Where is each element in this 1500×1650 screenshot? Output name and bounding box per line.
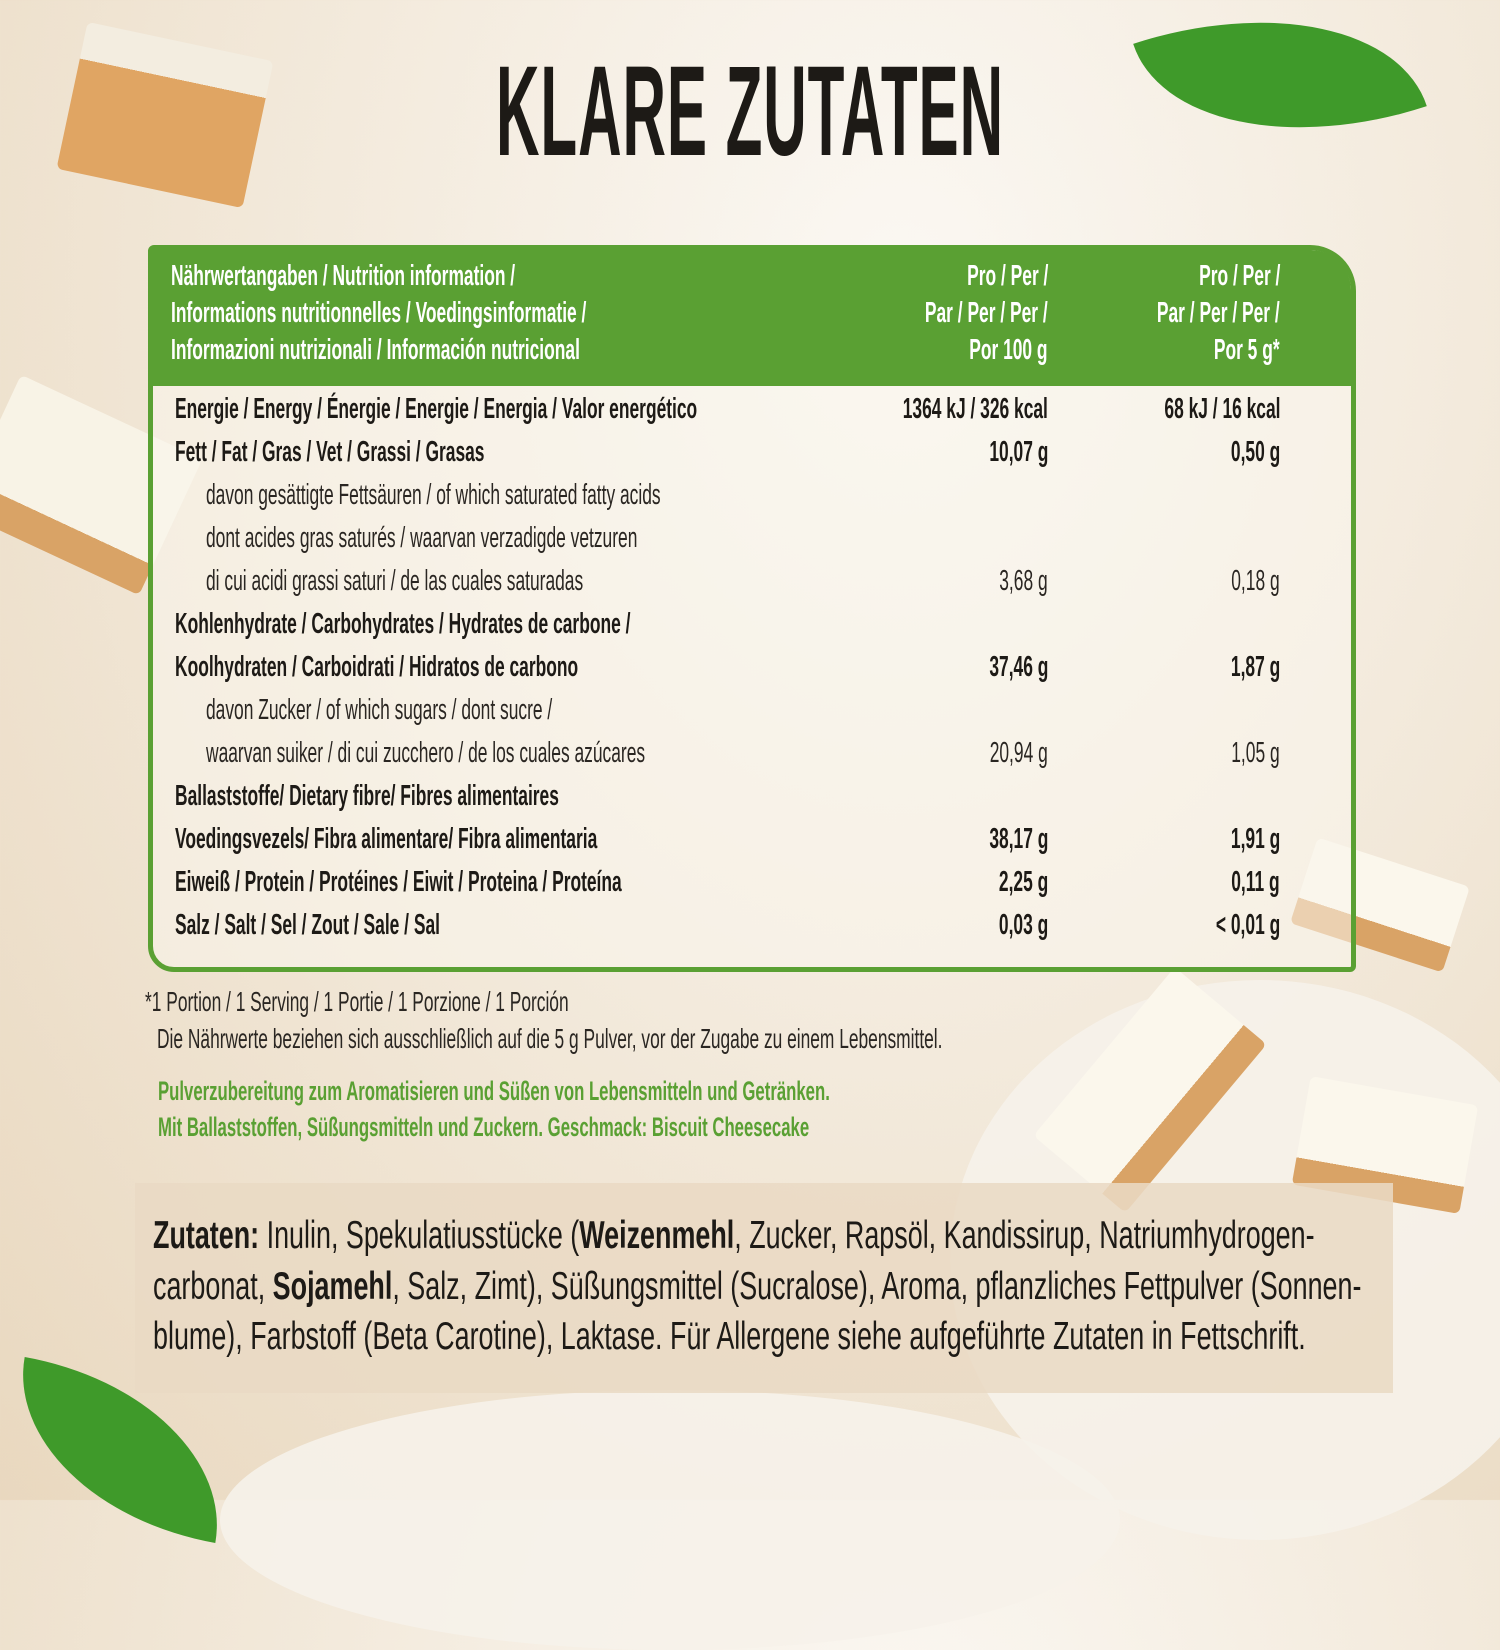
nutrient-label: davon Zucker / of which sugars / dont su… — [206, 694, 553, 726]
header-per5-line: Pro / Per / — [1198, 260, 1280, 292]
allergen: Sojamehl — [272, 1265, 393, 1308]
ingredients-text: Inulin, Spekulatiusstücke ( — [259, 1214, 580, 1257]
value-per-100g: 3,68 g — [999, 565, 1048, 597]
value-per-5g: 0,11 g — [1231, 866, 1280, 898]
nutrition-table-header — [153, 250, 1351, 386]
value-per-5g: 0,18 g — [1231, 565, 1280, 597]
milk-splash-image — [220, 1390, 1120, 1650]
value-per-5g: 1,05 g — [1231, 737, 1280, 769]
nutrient-label: Energie / Energy / Énergie / Energie / E… — [175, 393, 698, 425]
value-per-5g: < 0,01 g — [1215, 909, 1280, 941]
nutrient-label: Salz / Salt / Sel / Zout / Sale / Sal — [175, 909, 440, 941]
value-per-100g: 38,17 g — [988, 823, 1048, 855]
value-per-100g: 0,03 g — [998, 909, 1048, 941]
ingredients-label: Zutaten: — [153, 1214, 260, 1257]
leaf-image — [1133, 0, 1427, 187]
nutrient-label: Eiweiß / Protein / Protéines / Eiwit / P… — [175, 866, 622, 898]
header-label-line: Informazioni nutrizionali / Información … — [171, 334, 580, 366]
header-label-line: Nährwertangaben / Nutrition information … — [171, 260, 516, 292]
nutrient-label: davon gesättigte Fettsäuren / of which s… — [206, 479, 661, 511]
ingredients-panel — [135, 1183, 1393, 1393]
product-description: Pulverzubereitung zum Aromatisieren und … — [158, 1076, 830, 1106]
serving-footnote: *1 Portion / 1 Serving / 1 Portie / 1 Po… — [145, 986, 569, 1017]
nutrient-label: Kohlenhydrate / Carbohydrates / Hydrates… — [175, 608, 631, 640]
value-per-5g: 1,91 g — [1230, 823, 1280, 855]
nutrient-label: Voedingsvezels/ Fibra alimentare/ Fibra … — [175, 823, 598, 855]
value-per-5g: 68 kJ / 16 kcal — [1163, 393, 1280, 425]
nutrient-label: dont acides gras saturés / waarvan verza… — [206, 522, 638, 554]
nutrient-label: waarvan suiker / di cui zucchero / de lo… — [206, 737, 646, 769]
header-label-line: Informations nutritionnelles / Voedingsi… — [171, 297, 587, 329]
nutrition-table — [148, 245, 1356, 972]
ingredients-text: , Salz, Zimt), Süßungsmittel (Sucralose)… — [392, 1265, 1362, 1308]
value-per-100g: 10,07 g — [988, 436, 1048, 468]
nutrition-footnote: Die Nährwerte beziehen sich ausschließli… — [157, 1023, 943, 1054]
page-title: KLARE ZUTATEN — [496, 40, 1004, 183]
nutrient-label: Koolhydraten / Carboidrati / Hidratos de… — [175, 651, 579, 683]
value-per-100g: 37,46 g — [988, 651, 1048, 683]
ingredients-line: blume), Farbstoff (Beta Carotine), Lakta… — [153, 1315, 1306, 1358]
value-per-100g: 20,94 g — [989, 737, 1048, 769]
ingredients-text: carbonat, — [153, 1265, 273, 1308]
header-per5-line: Por 5 g* — [1214, 334, 1280, 366]
nutrient-label: Fett / Fat / Gras / Vet / Grassi / Grasa… — [175, 436, 485, 468]
header-per5-line: Par / Per / Per / — [1157, 297, 1280, 329]
value-per-5g: 0,50 g — [1230, 436, 1280, 468]
ingredients-text: , Zucker, Rapsöl, Kandissirup, Natriumhy… — [734, 1214, 1315, 1257]
nutrient-label: Ballaststoffe/ Dietary fibre/ Fibres ali… — [175, 780, 559, 812]
product-description: Mit Ballaststoffen, Süßungsmitteln und Z… — [158, 1112, 810, 1142]
biscuit-piece-image — [56, 21, 274, 209]
nutrient-label: di cui acidi grassi saturi / de las cual… — [206, 565, 584, 597]
value-per-100g: 2,25 g — [998, 866, 1048, 898]
header-per100-line: Pro / Per / — [966, 260, 1048, 292]
ingredients-line: Zutaten: Inulin, Spekulatiusstücke (Weiz… — [153, 1214, 1315, 1258]
ingredients-line: carbonat, Sojamehl, Salz, Zimt), Süßungs… — [153, 1265, 1361, 1309]
value-per-100g: 1364 kJ / 326 kcal — [902, 393, 1048, 425]
header-per100-line: Por 100 g — [969, 334, 1048, 366]
value-per-5g: 1,87 g — [1230, 651, 1280, 683]
header-per100-line: Par / Per / Per / — [925, 297, 1048, 329]
allergen: Weizenmehl — [579, 1214, 735, 1257]
